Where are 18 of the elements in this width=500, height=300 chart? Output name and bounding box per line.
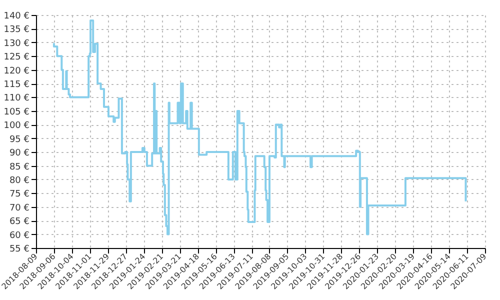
- y-tick-label: 60 €: [9, 230, 30, 241]
- y-tick-label: 115 €: [4, 80, 30, 90]
- y-tick-label: 130 €: [4, 38, 30, 49]
- y-tick-label: 75 €: [9, 190, 30, 200]
- y-tick-label: 120 €: [4, 66, 30, 76]
- y-tick-label: 70 €: [9, 203, 30, 214]
- y-tick-label: 85 €: [9, 162, 30, 172]
- y-tick-label: 95 €: [9, 134, 30, 145]
- y-tick-label: 80 €: [9, 176, 30, 186]
- y-tick-label: 55 €: [9, 244, 30, 254]
- y-tick-label: 90 €: [9, 148, 30, 159]
- y-tick-label: 100 €: [4, 121, 30, 132]
- y-tick-label: 105 €: [4, 107, 30, 118]
- y-tick-label: 125 €: [4, 52, 30, 63]
- y-tick-label: 135 €: [4, 25, 30, 36]
- y-tick-label: 110 €: [4, 94, 30, 104]
- y-tick-label: 140 €: [4, 12, 30, 22]
- y-tick-label: 65 €: [9, 217, 30, 228]
